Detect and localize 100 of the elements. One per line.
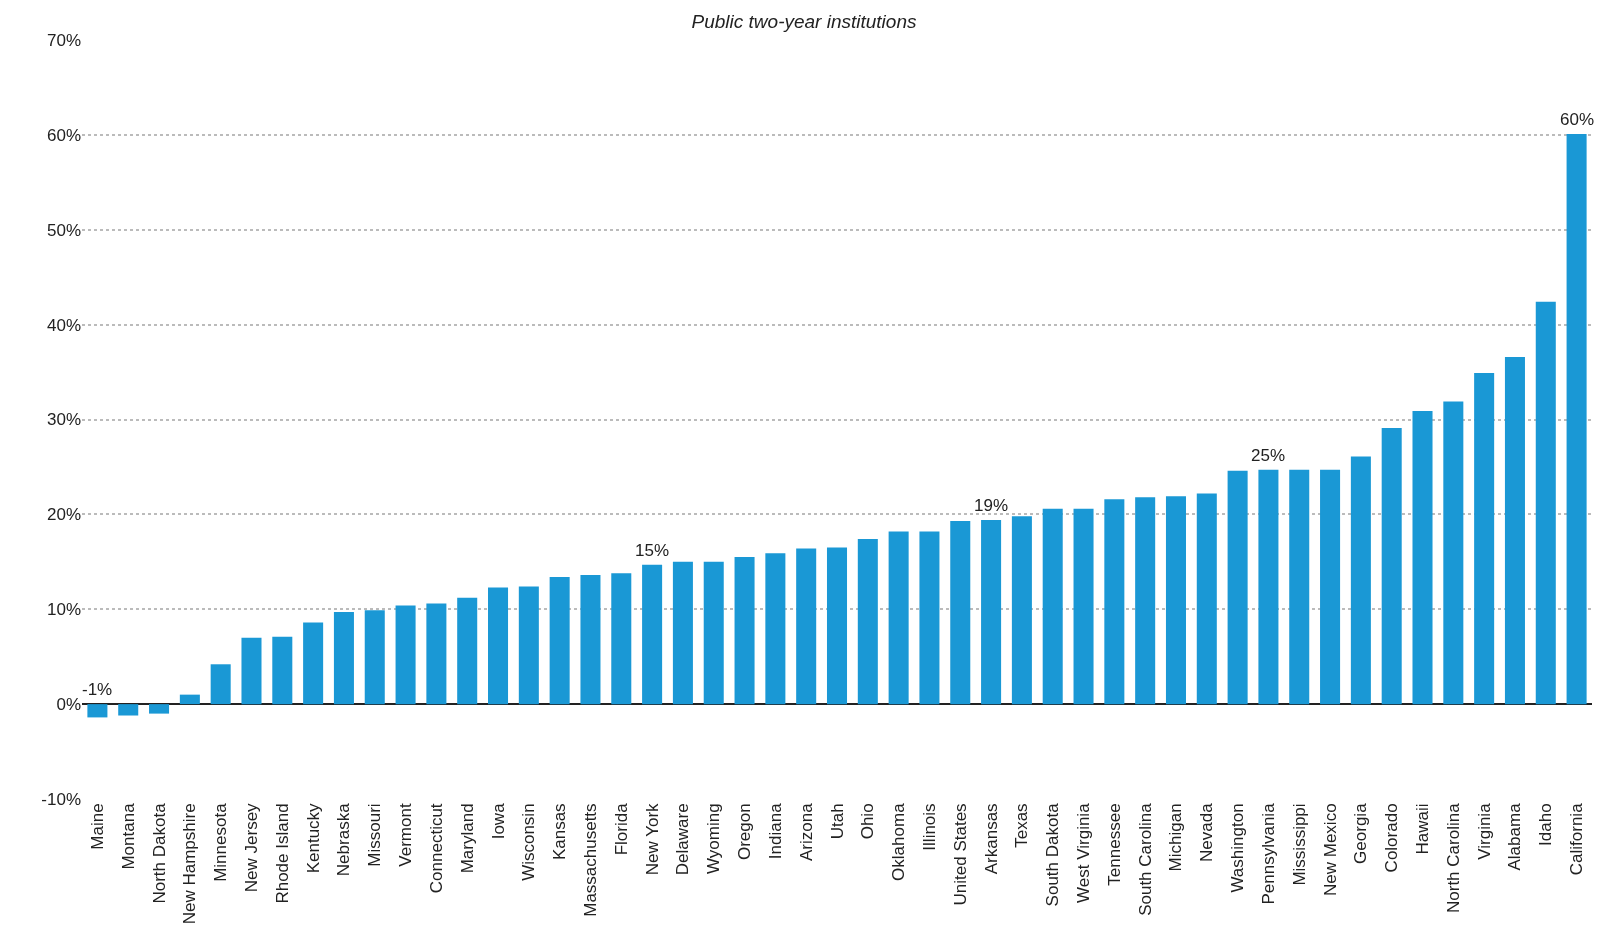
x-tick-label: Wisconsin xyxy=(519,803,539,881)
x-tick-label: Virginia xyxy=(1474,802,1494,860)
bar xyxy=(303,622,324,705)
bar xyxy=(642,564,663,705)
bar xyxy=(333,612,354,705)
bar xyxy=(1196,493,1217,705)
x-tick-label: Wyoming xyxy=(704,803,724,875)
y-tick-label: 30% xyxy=(46,410,81,430)
x-tick-label: New Jersey xyxy=(242,802,262,893)
data-label: 19% xyxy=(974,496,1009,515)
bar xyxy=(87,704,108,718)
bar xyxy=(457,597,478,705)
x-tick-label: Arizona xyxy=(796,802,816,862)
x-tick-label: Maryland xyxy=(457,803,477,874)
x-tick-label: Pennsylvania xyxy=(1258,802,1278,905)
bar xyxy=(981,520,1002,705)
y-tick-label: 0% xyxy=(56,695,81,715)
x-tick-label: Washington xyxy=(1228,803,1248,893)
y-tick-label: 10% xyxy=(46,600,81,620)
bar xyxy=(179,694,200,705)
bar xyxy=(826,547,848,705)
bar xyxy=(1535,301,1556,705)
x-tick-label: Delaware xyxy=(673,803,693,876)
bar xyxy=(1227,470,1248,705)
bar xyxy=(1258,469,1279,705)
bar xyxy=(1289,469,1310,705)
x-tick-label: Oregon xyxy=(735,803,755,861)
bar xyxy=(950,521,971,705)
bar xyxy=(1381,428,1402,705)
x-tick-label: United States xyxy=(950,803,970,906)
x-tick-label: Montana xyxy=(118,802,138,870)
x-tick-label: South Dakota xyxy=(1043,802,1063,907)
x-tick-label: West Virginia xyxy=(1074,802,1094,903)
x-tick-label: Colorado xyxy=(1382,803,1402,873)
x-tick-label: Georgia xyxy=(1351,802,1371,864)
bar xyxy=(857,539,878,705)
data-label: 60% xyxy=(1560,110,1595,129)
x-tick-label: Texas xyxy=(1012,803,1032,848)
bar xyxy=(734,557,755,705)
bar xyxy=(241,637,262,705)
bar xyxy=(118,704,139,716)
x-tick-label: South Carolina xyxy=(1135,802,1155,916)
bar xyxy=(518,586,539,705)
x-tick-label: New Hampshire xyxy=(180,803,200,925)
bar xyxy=(1104,499,1125,705)
data-label: 25% xyxy=(1251,446,1286,465)
x-tick-label: Rhode Island xyxy=(272,803,292,904)
x-tick-label: Iowa xyxy=(488,802,508,840)
bar xyxy=(1504,356,1525,705)
bar xyxy=(395,605,416,705)
bar xyxy=(1042,508,1063,705)
bar xyxy=(1011,516,1032,705)
x-tick-label: Hawaii xyxy=(1413,803,1433,855)
bar xyxy=(1350,456,1371,705)
bar xyxy=(796,548,817,705)
x-tick-label: Arkansas xyxy=(981,803,1001,875)
bar xyxy=(549,576,570,705)
bar xyxy=(272,636,293,705)
data-label: 15% xyxy=(635,541,670,560)
bar xyxy=(888,531,909,705)
x-tick-label: Oklahoma xyxy=(889,802,909,881)
bar xyxy=(919,531,940,705)
bar xyxy=(1073,508,1094,705)
bar xyxy=(210,664,231,705)
x-tick-label: Kentucky xyxy=(303,802,323,874)
bar xyxy=(611,573,632,705)
x-tick-label: Vermont xyxy=(396,803,416,867)
bar xyxy=(149,704,170,714)
y-tick-label: 70% xyxy=(46,30,81,50)
x-tick-label: Tennessee xyxy=(1104,803,1124,886)
x-tick-label: Ohio xyxy=(858,803,878,840)
x-tick-label: Florida xyxy=(611,802,631,856)
x-tick-label: Missouri xyxy=(365,803,385,867)
x-tick-label: Utah xyxy=(827,803,847,840)
y-tick-label: -10% xyxy=(41,789,81,809)
bar xyxy=(1566,133,1587,705)
x-tick-label: Illinois xyxy=(919,803,939,851)
x-tick-label: California xyxy=(1567,802,1587,876)
x-tick-label: Massachusetts xyxy=(580,803,600,917)
x-tick-label: Maine xyxy=(87,803,107,850)
y-tick-label: 40% xyxy=(46,315,81,335)
x-tick-label: Nebraska xyxy=(334,802,354,877)
x-tick-label: New York xyxy=(642,802,662,876)
x-tick-label: Nevada xyxy=(1197,802,1217,863)
bar xyxy=(1135,497,1156,705)
bar xyxy=(1320,469,1341,705)
bar xyxy=(426,603,447,705)
y-tick-label: 20% xyxy=(46,505,81,525)
x-tick-label: Minnesota xyxy=(211,802,231,882)
bar xyxy=(703,561,724,705)
y-tick-label: 60% xyxy=(46,125,81,145)
bar xyxy=(1412,410,1433,705)
y-tick-label: 50% xyxy=(46,220,81,240)
x-tick-label: Connecticut xyxy=(426,803,446,894)
x-tick-label: Kansas xyxy=(550,803,570,861)
bar xyxy=(580,575,601,705)
bar xyxy=(1165,496,1186,705)
bar xyxy=(364,610,385,705)
x-tick-label: North Carolina xyxy=(1443,802,1463,914)
x-tick-label: Indiana xyxy=(765,802,785,860)
